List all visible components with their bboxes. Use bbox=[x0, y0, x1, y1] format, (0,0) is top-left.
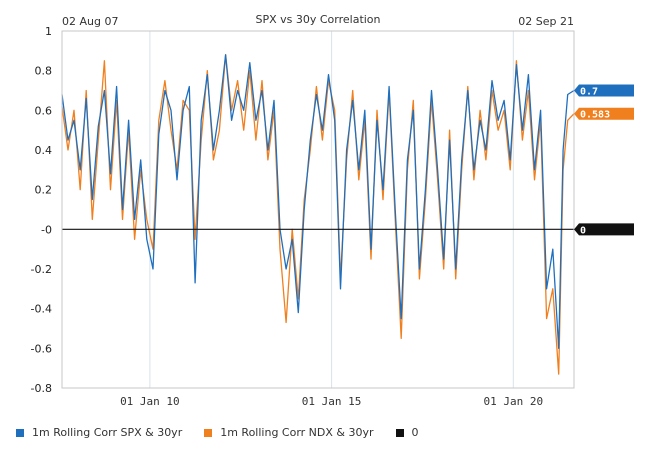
spx-last-value-tag: 0.7 bbox=[574, 84, 634, 98]
y-tick-label: -0.8 bbox=[31, 382, 52, 395]
y-axis-ticks: 1 0.8 0.6 0.4 0.2 -0 -0.2 -0.4 -0.6 -0.8 bbox=[31, 25, 52, 395]
tag-background bbox=[574, 107, 634, 120]
tag-value: 0 bbox=[580, 225, 586, 236]
correlation-chart: 02 Aug 07 SPX vs 30y Correlation 02 Sep … bbox=[31, 13, 634, 408]
y-tick-label: 0.8 bbox=[35, 65, 53, 78]
start-date-label: 02 Aug 07 bbox=[62, 15, 118, 28]
legend-item-spx[interactable]: 1m Rolling Corr SPX & 30yr bbox=[16, 426, 182, 439]
zero-last-value-tag: 0 bbox=[574, 223, 634, 236]
tag-background bbox=[574, 84, 634, 97]
x-tick-label: 01 Jan 10 bbox=[120, 395, 180, 408]
x-axis-ticks: 01 Jan 10 01 Jan 15 01 Jan 20 bbox=[120, 395, 543, 408]
tag-value: 0.7 bbox=[580, 87, 598, 98]
x-tick-label: 01 Jan 15 bbox=[302, 395, 362, 408]
plot-frame bbox=[61, 30, 575, 389]
y-tick-label: -0.2 bbox=[31, 263, 52, 276]
legend-item-zero[interactable]: 0 bbox=[395, 426, 419, 439]
y-tick-label: -0.4 bbox=[31, 303, 52, 316]
legend-swatch-zero bbox=[395, 428, 404, 437]
chart-title: SPX vs 30y Correlation bbox=[255, 13, 380, 26]
y-tick-label: 0.6 bbox=[35, 104, 53, 117]
legend-swatch-ndx bbox=[204, 428, 213, 437]
ndx-last-value-tag: 0.583 bbox=[574, 107, 634, 121]
legend-label-ndx: 1m Rolling Corr NDX & 30yr bbox=[220, 426, 374, 439]
series-lines bbox=[61, 54, 575, 375]
end-date-label: 02 Sep 21 bbox=[518, 15, 574, 28]
y-tick-label: 0.4 bbox=[35, 144, 53, 157]
spx-line bbox=[61, 54, 575, 349]
legend-swatch-spx bbox=[16, 428, 24, 437]
tag-background bbox=[574, 223, 634, 236]
legend: 1m Rolling Corr SPX & 30yr 1m Rolling Co… bbox=[16, 426, 419, 439]
y-tick-label: 1 bbox=[45, 25, 52, 38]
legend-item-ndx[interactable]: 1m Rolling Corr NDX & 30yr bbox=[204, 426, 374, 439]
y-tick-label: -0.6 bbox=[31, 342, 52, 355]
tag-value: 0.583 bbox=[580, 110, 610, 121]
grid-lines bbox=[149, 31, 514, 388]
x-tick-label: 01 Jan 20 bbox=[483, 395, 543, 408]
y-tick-label: 0.2 bbox=[35, 184, 53, 197]
legend-label-spx: 1m Rolling Corr SPX & 30yr bbox=[32, 426, 183, 439]
y-tick-label: -0 bbox=[41, 223, 52, 236]
last-value-tags: 0.7 0.583 0 bbox=[574, 84, 634, 236]
legend-label-zero: 0 bbox=[411, 426, 419, 439]
